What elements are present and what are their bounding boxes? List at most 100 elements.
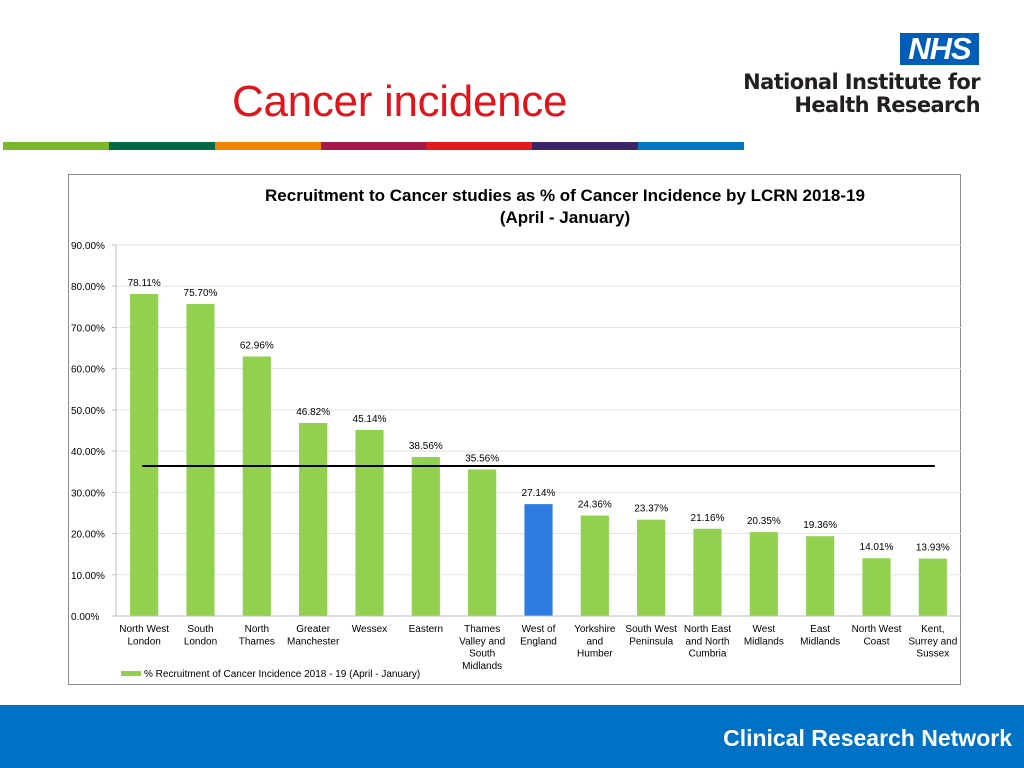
bar [806, 536, 835, 616]
nihr-logo: NHS National Institute for Health Resear… [743, 33, 980, 118]
colour-bar-segment [214, 142, 321, 150]
x-tick-label-line: North West [119, 624, 169, 635]
x-tick-label: North Thames [239, 624, 275, 647]
x-tick-label: North East and North Cumbria [684, 624, 731, 660]
y-tick-label: 50.00% [71, 406, 105, 417]
data-label: 75.70% [184, 288, 218, 299]
bar [693, 528, 722, 616]
x-tick-label-line: Valley and [459, 636, 505, 647]
x-tick-label-line: and North [686, 636, 730, 647]
bar [468, 469, 497, 616]
chart-title: Recruitment to Cancer studies as % of Ca… [265, 186, 865, 205]
y-tick-label: 40.00% [71, 447, 105, 458]
bar-chart: Recruitment to Cancer studies as % of Ca… [71, 186, 961, 680]
colour-bar-segment [320, 142, 427, 150]
footer-text: Clinical Research Network [723, 725, 1012, 751]
y-tick-label: 90.00% [71, 241, 105, 252]
x-tick-label-line: West [753, 624, 776, 635]
chart-subtitle: (April - January) [500, 208, 630, 227]
x-tick-label-line: North West [852, 624, 902, 635]
y-tick-label: 20.00% [71, 530, 105, 541]
logo-line-1: National Institute for [743, 70, 980, 94]
chart-frame: Recruitment to Cancer studies as % of Ca… [68, 174, 961, 685]
x-tick-label-line: Coast [863, 636, 889, 647]
x-tick-label: North West London [119, 624, 169, 647]
y-tick-label: 30.00% [71, 488, 105, 499]
x-tick-label-line: Humber [577, 649, 613, 660]
y-tick-label: 0.00% [71, 612, 99, 623]
x-tick-label: West Midlands [744, 624, 784, 647]
x-tick-label-line: West of [522, 624, 556, 635]
x-tick-label-line: Wessex [352, 624, 387, 635]
x-tick-label-line: South [469, 649, 495, 660]
x-tick-label-line: Manchester [287, 636, 340, 647]
data-label: 62.96% [240, 340, 274, 351]
y-tick-label: 70.00% [71, 323, 105, 334]
bar [749, 532, 778, 616]
data-label: 45.14% [353, 414, 387, 425]
x-tick-label: South West Peninsula [625, 624, 677, 647]
x-tick-label-line: London [127, 636, 160, 647]
x-tick-label: Greater Manchester [287, 624, 340, 647]
x-tick-label-line: East [810, 624, 830, 635]
x-tick-label-line: Midlands [800, 636, 840, 647]
colour-bar-segment [3, 142, 109, 150]
bar [637, 519, 666, 616]
x-tick-label: Kent, Surrey and Sussex [908, 624, 957, 660]
data-label: 46.82% [296, 407, 330, 418]
x-tick-label-line: Midlands [462, 661, 502, 672]
colour-bar-segment [638, 142, 745, 150]
bar [524, 504, 553, 616]
x-tick-label-line: North [245, 624, 269, 635]
legend-label: % Recruitment of Cancer Incidence 2018 -… [144, 669, 420, 680]
x-tick-label-line: South [187, 624, 213, 635]
x-tick-label: North West Coast [852, 624, 902, 647]
x-tick-label-line: Greater [296, 624, 331, 635]
data-label: 78.11% [128, 278, 161, 289]
data-label: 21.16% [691, 513, 725, 524]
data-label: 35.56% [465, 453, 499, 464]
colour-divider-bar [3, 142, 745, 150]
x-tick-label-line: Sussex [916, 649, 949, 660]
x-tick-label: Yorkshire and Humber [574, 624, 616, 660]
bar [186, 303, 215, 616]
bar [130, 294, 159, 616]
x-tick-label-line: Thames [239, 636, 275, 647]
slide-title: Cancer incidence [232, 77, 568, 126]
y-tick-label: 10.00% [71, 571, 105, 582]
colour-bar-segment [532, 142, 639, 150]
x-tick-label: East Midlands [800, 624, 840, 647]
x-tick-label: South London [184, 624, 217, 647]
bar [580, 515, 609, 616]
x-tick-label-line: Eastern [409, 624, 443, 635]
x-tick-label-line: London [184, 636, 217, 647]
logo-line-2: Health Research [794, 93, 980, 117]
data-label: 24.36% [578, 500, 612, 511]
colour-bar-segment [426, 142, 533, 150]
x-tick-label: Wessex [352, 624, 387, 635]
y-tick-label: 60.00% [71, 365, 105, 376]
x-tick-label-line: Thames [464, 624, 500, 635]
bar [918, 558, 947, 616]
bar [355, 429, 384, 616]
data-label: 13.93% [916, 543, 950, 554]
x-tick-label-line: Midlands [744, 636, 784, 647]
x-tick-label-line: Yorkshire [574, 624, 616, 635]
y-tick-label: 80.00% [71, 282, 105, 293]
x-tick-label: West of England [520, 624, 557, 647]
x-tick-label-line: Cumbria [689, 649, 727, 660]
x-tick-label-line: Kent, [921, 624, 944, 635]
footer-bar: Clinical Research Network [0, 705, 1024, 768]
x-tick-label-line: North East [684, 624, 731, 635]
x-tick-label-line: and [586, 636, 603, 647]
data-label: 19.36% [803, 520, 837, 531]
bar [411, 457, 440, 616]
nhs-logo-box: NHS [900, 33, 979, 65]
data-label: 14.01% [860, 542, 894, 553]
x-tick-label-line: Peninsula [629, 636, 673, 647]
x-tick-label: Eastern [409, 624, 443, 635]
legend-swatch [121, 671, 141, 676]
x-tick-label-line: Surrey and [908, 636, 957, 647]
bar [862, 558, 891, 616]
x-tick-label: Thames Valley and South Midlands [459, 624, 505, 672]
